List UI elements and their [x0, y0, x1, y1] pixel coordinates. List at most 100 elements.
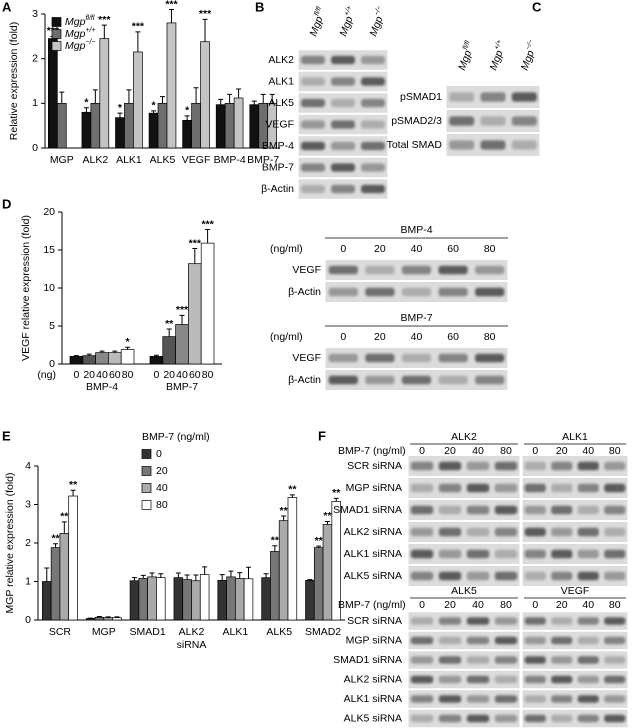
blot-band	[524, 636, 546, 645]
x-tick-label: MGP	[50, 154, 74, 166]
blot-strip	[407, 565, 521, 587]
dose-label: 80	[609, 445, 621, 457]
dose-label: 0	[73, 369, 79, 381]
row-label: SMAD1 siRNA	[333, 654, 402, 666]
blot-band	[410, 617, 434, 625]
x-axis-label: (ng)	[37, 369, 56, 381]
legend-title: BMP-7 (ng/ml)	[142, 431, 210, 443]
panel-letter: C	[532, 0, 542, 14]
blot-band	[410, 695, 434, 703]
error-bar	[140, 574, 146, 579]
bar	[59, 533, 70, 621]
bar	[68, 495, 78, 621]
blot-band	[551, 505, 573, 515]
blot-title: ALK1	[562, 431, 588, 443]
blot-band	[524, 505, 546, 515]
blot-band	[438, 549, 462, 559]
dose-label: 80	[500, 445, 512, 457]
blot-band	[466, 549, 490, 559]
blot-band	[438, 636, 462, 645]
dose-label: 0	[153, 369, 159, 381]
dose-label: 20	[556, 599, 568, 611]
row-label: ALK2 siRNA	[344, 673, 402, 685]
significance-label: **	[315, 535, 324, 547]
dose-label: 20	[374, 243, 386, 255]
blot-band	[524, 695, 546, 703]
error-bar	[251, 100, 257, 105]
significance-label: ***	[98, 14, 111, 26]
y-tick-label: 15	[43, 244, 55, 256]
blot-band	[301, 55, 325, 65]
legend-label: 80	[156, 499, 168, 511]
x-tick-label: VEGF	[182, 154, 211, 166]
error-bar	[114, 616, 120, 618]
blot-band	[410, 656, 434, 664]
blot-band	[410, 461, 434, 471]
significance-label: *	[118, 102, 123, 114]
x-tick-label: BMP-7	[166, 381, 198, 393]
bar	[235, 578, 245, 621]
blot-band	[551, 714, 573, 723]
blot-band	[301, 184, 325, 194]
x-tick-label: ALK5	[266, 626, 292, 638]
blot-band	[494, 483, 518, 493]
blot-band	[494, 656, 518, 664]
bar	[226, 576, 236, 621]
x-tick-label: SMAD1	[130, 626, 166, 638]
error-bar	[289, 494, 295, 498]
dose-label: 40	[411, 331, 423, 343]
legend-label-sup: +/+	[85, 27, 95, 34]
blot-band	[524, 617, 546, 625]
blot-strip	[521, 477, 629, 499]
x-tick-label: BMP-4	[86, 381, 118, 393]
legend-label-sup: −/−	[85, 39, 95, 46]
legend-label: Mgp−/−	[65, 39, 96, 51]
significance-label: **	[60, 511, 69, 523]
blot-band	[524, 461, 546, 471]
error-bar	[269, 93, 275, 104]
bar	[261, 577, 271, 621]
row-label: VEGF	[265, 118, 294, 130]
error-bar	[281, 515, 287, 521]
blot-band	[551, 461, 573, 471]
y-tick-label: 0	[25, 614, 31, 626]
blot-band	[328, 375, 358, 385]
blot-band	[577, 505, 599, 515]
blot-band	[577, 695, 599, 703]
blot-band	[511, 92, 537, 102]
bar	[103, 617, 113, 621]
blot-band	[331, 163, 355, 172]
lane-label-sup: fl/fl	[462, 40, 472, 51]
blot-band	[438, 353, 468, 363]
blot-strip	[521, 543, 629, 565]
bar	[217, 579, 227, 621]
blot-band	[604, 505, 626, 515]
significance-label: **	[271, 534, 280, 546]
blot-band	[410, 483, 434, 493]
error-bar	[316, 545, 322, 548]
legend-label: 0	[156, 448, 162, 460]
blot-band	[301, 98, 325, 108]
bar	[199, 574, 210, 621]
bar	[85, 618, 96, 621]
blot-band	[480, 140, 506, 150]
blot-band	[331, 55, 355, 65]
dose-label: 60	[189, 369, 201, 381]
blot-band	[438, 461, 462, 471]
dose-label: 40	[176, 369, 188, 381]
blot-strip	[521, 521, 629, 543]
blot-band	[577, 527, 599, 537]
blot-band	[410, 571, 434, 581]
blot-band	[466, 617, 490, 625]
dose-label: 40	[582, 445, 594, 457]
panel-letter: E	[2, 428, 11, 443]
x-tick-label: BMP-4	[214, 154, 246, 166]
blot-strip	[521, 565, 629, 587]
blot-band	[301, 77, 325, 86]
dose-label: 0	[532, 599, 538, 611]
dose-label: 60	[109, 369, 121, 381]
dose-label: 20	[444, 445, 456, 457]
blot-strip	[407, 477, 521, 499]
blot-band	[604, 617, 626, 625]
blot-band	[401, 353, 432, 363]
